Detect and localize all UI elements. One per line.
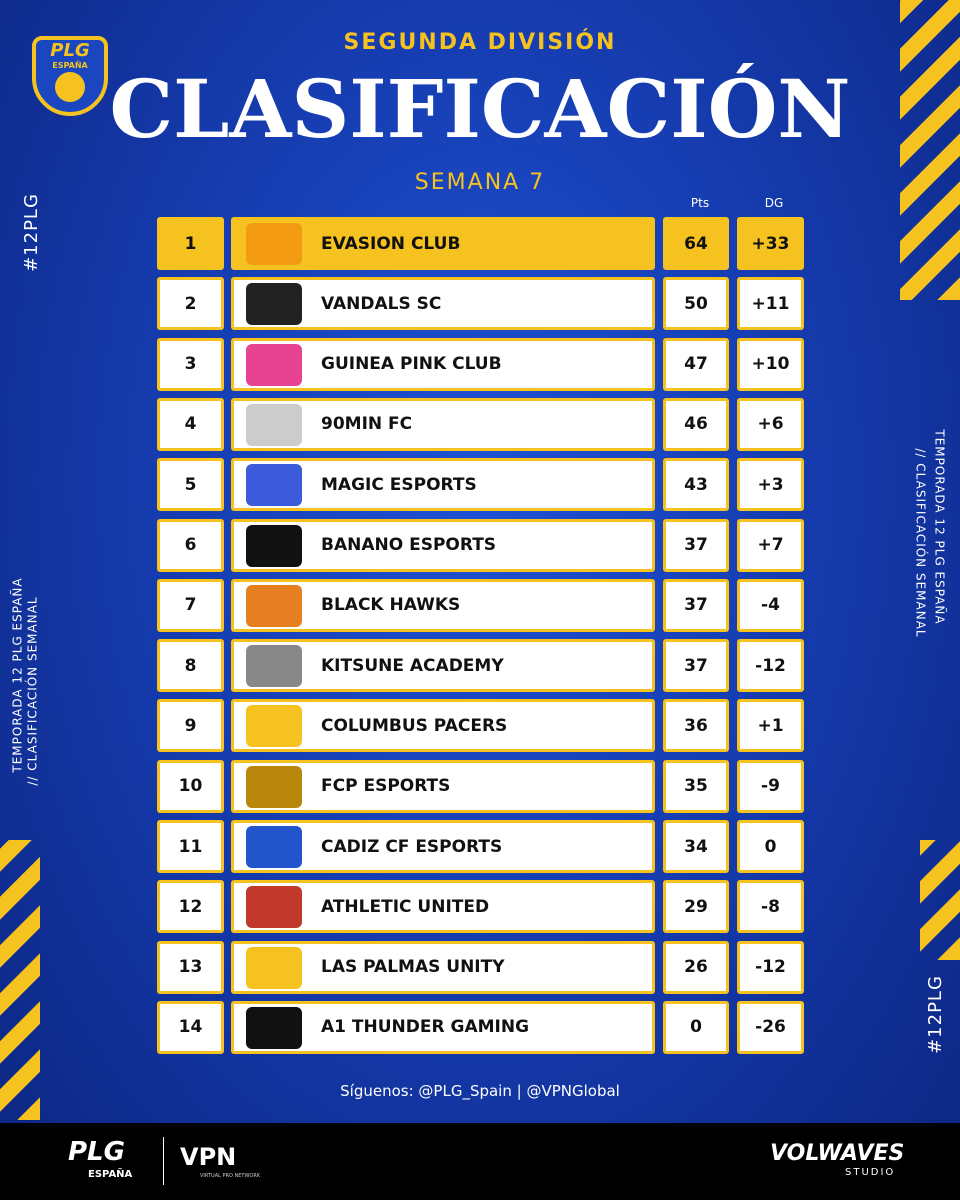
team-logo [246,1006,302,1049]
column-header: DG [764,196,784,210]
points-cell: 35 [663,759,729,813]
side-text: // CLASIFICACIÓN SEMANAL [913,448,928,638]
team-cell: MAGIC ESPORTS [231,458,655,512]
goal-diff-cell: -9 [737,759,804,813]
team-cell: FCP ESPORTS [231,759,655,813]
goal-diff-cell: -12 [737,639,804,693]
points-cell: 0 [663,1000,729,1054]
team-logo [246,464,302,507]
position-cell: 8 [157,639,224,693]
goal-diff-cell: 0 [737,820,804,873]
position-cell: 4 [157,397,224,451]
team-cell: LAS PALMAS UNITY [231,940,655,994]
points-cell: 37 [663,578,729,632]
points-cell: 29 [663,880,729,934]
team-cell: COLUMBUS PACERS [231,699,655,753]
goal-diff-cell: +10 [737,337,804,391]
footer-plg-sub: ESPAÑA [88,1169,133,1180]
logo-title: PLG [50,40,90,61]
position-cell: 3 [157,337,224,391]
points-cell: 47 [663,337,729,391]
position-cell: 14 [157,1000,224,1054]
side-tag: #12PLG [20,193,42,272]
position-cell: 11 [157,820,224,873]
goal-diff-cell: +3 [737,458,804,512]
team-cell: ATHLETIC UNITED [231,880,655,934]
title: CLASIFICACIÓN [109,62,851,156]
position-cell: 10 [157,759,224,813]
position-cell: 2 [157,277,224,331]
points-cell: 36 [663,699,729,753]
side-text: TEMPORADA 12 PLG ESPAÑA [10,577,25,773]
points-cell: 34 [663,820,729,873]
divider [163,1137,164,1185]
plg-logo: PLG ESPAÑA [32,36,108,116]
team-logo [246,403,302,446]
goal-diff-cell: +33 [737,217,804,270]
footer-vpn: VPN [180,1143,237,1171]
team-cell: A1 THUNDER GAMING [231,1000,655,1054]
footer-vpn-sub: VIRTUAL PRO NETWORK [200,1173,261,1179]
logo-subtitle: ESPAÑA [52,61,88,70]
team-logo [246,283,302,326]
team-logo [246,645,302,688]
division: SEGUNDA DIVISIÓN [343,30,617,55]
team-logo [246,826,302,868]
footer-bar: PLG ESPAÑA VPN VIRTUAL PRO NETWORK VOLWA… [0,1123,960,1200]
goal-diff-cell: -12 [737,940,804,994]
points-cell: 64 [663,217,729,270]
stripe [0,840,40,1120]
side-text: TEMPORADA 12 PLG ESPAÑA [932,429,947,625]
footer-plg: PLG [68,1137,125,1167]
points-cell: 26 [663,940,729,994]
goal-diff-cell: -4 [737,578,804,632]
points-cell: 50 [663,277,729,331]
team-cell: VANDALS SC [231,277,655,331]
side-tag: #12PLG [924,975,946,1054]
team-cell: CADIZ CF ESPORTS [231,820,655,873]
team-cell: KITSUNE ACADEMY [231,639,655,693]
team-logo [246,886,302,929]
goal-diff-cell: +1 [737,699,804,753]
team-cell: BLACK HAWKS [231,578,655,632]
position-cell: 7 [157,578,224,632]
team-logo [246,705,302,748]
team-logo [246,946,302,989]
footer-studio: VOLWAVES [770,1141,905,1166]
goal-diff-cell: +11 [737,277,804,331]
team-cell: 90MIN FC [231,397,655,451]
position-cell: 13 [157,940,224,994]
stripe [900,0,960,300]
points-cell: 37 [663,639,729,693]
goal-diff-cell: -8 [737,880,804,934]
points-cell: 37 [663,518,729,572]
goal-diff-cell: +7 [737,518,804,572]
footer-studio-sub: STUDIO [845,1167,896,1178]
position-cell: 9 [157,699,224,753]
position-cell: 5 [157,458,224,512]
team-cell: BANANO ESPORTS [231,518,655,572]
goal-diff-cell: -26 [737,1000,804,1054]
position-cell: 6 [157,518,224,572]
column-header: Pts [690,196,710,210]
team-logo [246,584,302,627]
team-cell: EVASION CLUB [231,217,655,270]
points-cell: 46 [663,397,729,451]
side-text: // CLASIFICACIÓN SEMANAL [25,596,40,786]
team-cell: GUINEA PINK CLUB [231,337,655,391]
social: Síguenos: @PLG_Spain | @VPNGlobal [340,1082,620,1100]
week: SEMANA 7 [414,170,546,195]
stripe [920,840,960,960]
team-logo [246,524,302,567]
position-cell: 12 [157,880,224,934]
goal-diff-cell: +6 [737,397,804,451]
position-cell: 1 [157,217,224,270]
points-cell: 43 [663,458,729,512]
team-logo [246,765,302,808]
team-logo [246,223,302,265]
ball [55,72,85,102]
team-logo [246,343,302,386]
